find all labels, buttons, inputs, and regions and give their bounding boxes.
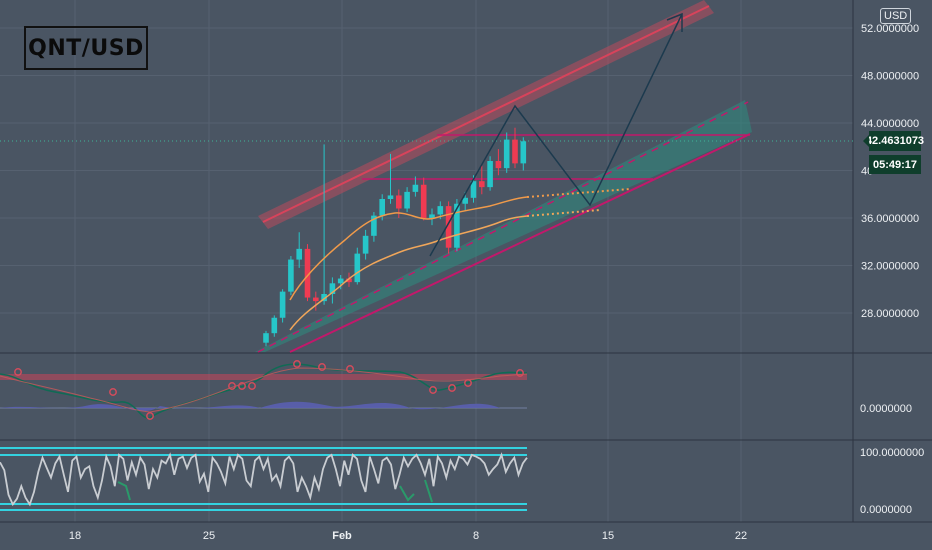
macd-cross-marker [248, 382, 256, 390]
price-axis-label: 44.0000000 [861, 118, 919, 130]
candle-body [387, 195, 394, 199]
macd-line [0, 363, 528, 419]
time-axis-label: 8 [473, 530, 479, 542]
candle-body [321, 294, 327, 302]
upper-channel-line[interactable] [262, 5, 710, 223]
macd-pane [0, 360, 528, 420]
candle-body [495, 161, 502, 169]
candle-body [479, 181, 485, 188]
ema-slow [289, 215, 528, 331]
macd-cross-marker [146, 412, 154, 420]
candle-countdown: 05:49:17 [869, 155, 921, 174]
candle-body [396, 195, 402, 209]
currency-button[interactable]: USD [880, 8, 912, 24]
stoch-oversold-highlight-1 [117, 481, 131, 501]
ema-fast [289, 196, 528, 301]
macd-cross-marker [228, 382, 236, 390]
symbol-title-box: QNT/USD [24, 26, 148, 70]
candle-body [503, 139, 510, 169]
macd-cross-marker [293, 360, 301, 368]
time-axis-label: 25 [203, 530, 215, 542]
candle-body [404, 191, 410, 209]
candle-body [437, 206, 444, 215]
price-axis-label: 52.0000000 [861, 23, 919, 35]
indicator1-axis-label: 0.0000000 [860, 403, 912, 415]
time-axis[interactable]: 18 25 Feb 8 15 22 [69, 530, 747, 542]
price-axis-label: 32.0000000 [861, 261, 919, 273]
candle-body [304, 248, 311, 298]
candle-body [279, 291, 286, 318]
macd-cross-marker [14, 368, 22, 376]
candle-body [487, 161, 493, 188]
macd-cross-marker [346, 365, 354, 373]
support-line[interactable] [289, 133, 751, 353]
stoch-oversold-highlight-3 [424, 479, 433, 503]
candle-body [454, 203, 460, 248]
candle-body [445, 206, 452, 248]
macd-cross-marker [109, 388, 117, 396]
stoch-oversold-highlight-2 [399, 485, 415, 502]
stoch-k-line [0, 452, 528, 507]
projection-path[interactable] [429, 13, 683, 257]
symbol-title: QNT/USD [28, 35, 144, 61]
candle-body [263, 333, 269, 343]
stoch-axis: 100.0000000 0.0000000 [860, 447, 924, 516]
price-axis-label: 48.0000000 [861, 71, 919, 83]
candle-body [313, 297, 319, 302]
macd-cross-marker [318, 363, 326, 371]
candle-body [429, 214, 435, 218]
candlestick-series [263, 127, 527, 347]
candle-body [462, 197, 468, 204]
price-axis-label: 36.0000000 [861, 213, 919, 225]
price-axis-label: 28.0000000 [861, 308, 919, 320]
time-axis-label: 15 [602, 530, 614, 542]
candle-body [520, 141, 527, 164]
candle-body [362, 235, 369, 254]
stoch-pane [0, 447, 528, 511]
macd-cross-marker [516, 369, 524, 377]
time-axis-label: 18 [69, 530, 81, 542]
candle-body [412, 184, 419, 192]
candle-body [329, 283, 336, 294]
candle-body [337, 278, 344, 284]
signal-line [0, 367, 528, 413]
time-axis-label: Feb [332, 530, 352, 542]
candle-body [288, 259, 294, 292]
candle-body [420, 184, 427, 218]
candle-body [470, 181, 477, 198]
ema-extension-2 [526, 209, 601, 217]
candle-body [371, 215, 377, 236]
channel-midline[interactable] [257, 101, 749, 353]
macd-cross-markers [14, 360, 524, 420]
price-axis[interactable]: 52.000000048.000000044.00000004036.00000… [861, 23, 919, 320]
time-axis-label: 22 [735, 530, 747, 542]
macd-cross-marker [464, 379, 472, 387]
projection-arrowhead [666, 12, 683, 32]
candle-body [354, 253, 361, 283]
ema-extension-1 [526, 188, 631, 198]
candle-body [379, 199, 385, 216]
stoch-axis-label: 100.0000000 [860, 447, 924, 459]
macd-cross-marker [238, 382, 246, 390]
candle-body [346, 278, 352, 283]
candle-body [296, 248, 302, 260]
stoch-axis-label: 0.0000000 [860, 504, 912, 516]
candle-body [512, 139, 518, 164]
candle-body [271, 317, 278, 334]
last-price-label: 42.4631073 [863, 131, 924, 151]
macd-cross-marker [448, 384, 456, 392]
macd-cross-marker [429, 386, 437, 394]
